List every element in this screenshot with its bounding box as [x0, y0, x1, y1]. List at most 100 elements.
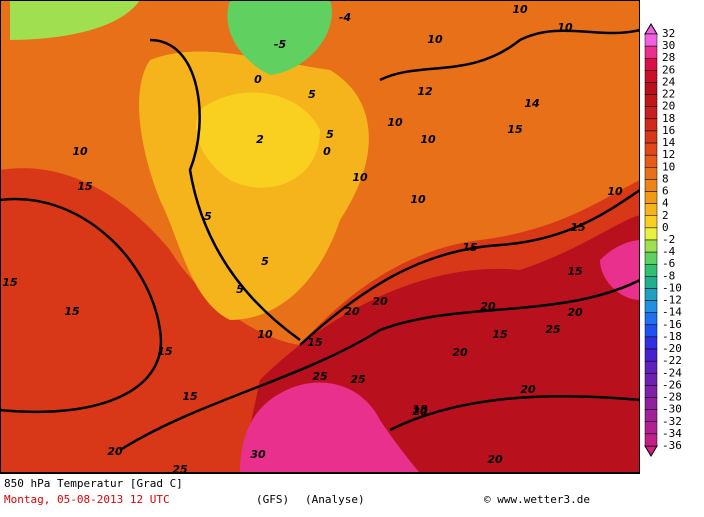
contour	[299, 188, 640, 346]
legend-label: -22	[662, 354, 682, 367]
contour-label: 20	[107, 445, 123, 458]
legend-swatch	[644, 106, 658, 120]
contour-label: 20	[520, 383, 536, 396]
contour-label: 30	[250, 448, 266, 461]
legend-swatch	[644, 312, 658, 326]
contour-label: 25	[172, 463, 188, 476]
color-legend: 32302826242220181614121086420-2-4-6-8-10…	[644, 23, 682, 457]
contour-label: 20	[344, 305, 360, 318]
legend-label: -2	[662, 233, 675, 246]
legend-swatch	[644, 251, 658, 265]
contour-label: 10	[427, 33, 443, 46]
legend-label: 14	[662, 136, 676, 149]
legend-swatch	[644, 179, 658, 192]
contour-label: 20	[372, 295, 388, 308]
legend-swatch	[644, 94, 658, 107]
contour-label: 10	[387, 116, 403, 129]
legend-swatch	[644, 130, 658, 144]
legend-label: -4	[662, 245, 676, 258]
legend-label: 0	[662, 221, 669, 234]
legend-swatch	[644, 360, 658, 374]
contour-label: 5	[326, 128, 334, 141]
contour-label: 5	[204, 210, 212, 223]
contour-label: 15	[182, 390, 198, 403]
legend-swatch	[644, 397, 658, 410]
legend-label: -16	[662, 318, 682, 331]
legend-swatch	[644, 45, 658, 59]
contour-label: 25	[350, 373, 366, 386]
contour-label: 25	[312, 370, 328, 383]
contour-label: 15	[570, 221, 586, 234]
legend-label: 20	[662, 100, 675, 113]
contour-label: 15	[462, 241, 478, 254]
legend-label: 30	[662, 39, 675, 52]
legend-label: -32	[662, 415, 682, 428]
legend-swatch	[644, 409, 658, 423]
legend-label: -30	[662, 403, 682, 416]
model: (GFS)	[256, 493, 289, 506]
legend-swatch	[644, 385, 658, 398]
field-pink	[240, 382, 420, 473]
legend-swatch	[644, 276, 658, 289]
legend-label: -6	[662, 257, 675, 270]
legend-swatch	[644, 239, 658, 253]
contour-label: 20	[452, 346, 468, 359]
contour-label: 20	[487, 453, 503, 466]
legend-swatch	[644, 215, 658, 229]
contour-label: 5	[236, 283, 244, 296]
contour-label: 5	[308, 88, 316, 101]
legend-swatch	[644, 33, 658, 47]
legend-label: 6	[662, 185, 669, 198]
legend-label: -18	[662, 330, 682, 343]
title: 850 hPa Temperatur [Grad C]	[4, 477, 183, 490]
contour-label: 0	[323, 145, 331, 158]
contour-label: 20	[480, 300, 496, 313]
contour-label: 15	[64, 305, 80, 318]
legend-label: 16	[662, 124, 675, 137]
contour-label: 15	[492, 328, 508, 341]
legend-label: -10	[662, 281, 682, 294]
map-frame	[0, 0, 640, 473]
legend-swatch	[644, 203, 658, 217]
contour-label: 5	[261, 255, 269, 268]
contour-label: 20	[412, 405, 428, 418]
contour-label: 15	[567, 265, 583, 278]
legend-label: -26	[662, 378, 682, 391]
legend-swatch	[644, 167, 658, 180]
legend-swatch	[644, 57, 658, 71]
legend-label: 12	[662, 148, 675, 161]
contour-label: 15	[507, 123, 523, 136]
legend-label: -14	[662, 306, 682, 319]
contour	[0, 197, 163, 414]
legend-swatch	[644, 348, 658, 362]
legend-label: 28	[662, 51, 675, 64]
contour-label: 10	[257, 328, 273, 341]
contour-label: 15	[77, 180, 93, 193]
legend-swatch	[644, 336, 658, 350]
legend-label: -28	[662, 391, 682, 404]
contour-label: 0	[254, 73, 262, 86]
contour-label: 15	[307, 336, 323, 349]
contour-label: 10	[72, 145, 88, 158]
legend-label: -24	[662, 366, 682, 379]
legend-swatch	[644, 263, 658, 277]
contour-label: 18	[412, 403, 428, 416]
legend-swatch	[644, 227, 658, 241]
legend-label: 2	[662, 209, 669, 222]
contour-label: 14	[524, 97, 539, 110]
field-green-west	[10, 0, 140, 40]
legend-swatch	[644, 421, 658, 435]
legend-swatch	[644, 373, 658, 386]
legend-label: 24	[662, 75, 676, 88]
legend-label: 22	[662, 88, 675, 101]
contour-label: 2	[256, 133, 264, 146]
legend-cap-top	[644, 23, 658, 35]
contour-label: -4	[339, 11, 351, 24]
legend-swatch	[644, 300, 658, 313]
legend-label: 18	[662, 112, 675, 125]
contour-label: 10	[410, 193, 426, 206]
contour-label: 20	[567, 306, 583, 319]
legend-swatch	[644, 82, 658, 95]
